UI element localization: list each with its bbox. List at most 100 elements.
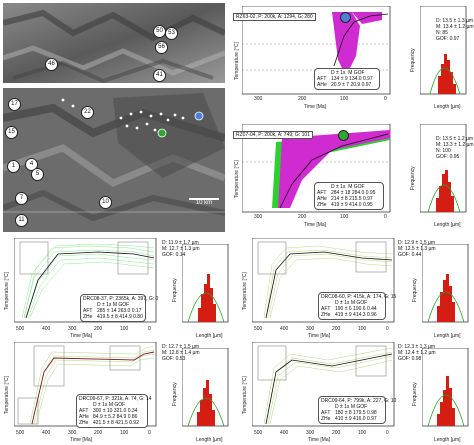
histogram-y-label: Frequency bbox=[412, 278, 418, 302]
table-header: M bbox=[350, 300, 355, 306]
x-tick: 400 bbox=[42, 430, 51, 436]
stat-line: D: 12.3 ± 1.3 µm bbox=[398, 344, 436, 350]
table-cell: 419.5 ± 8 bbox=[97, 314, 118, 320]
x-tick: 200 bbox=[94, 326, 103, 332]
x-tick: 0 bbox=[384, 96, 387, 102]
x-tick: 500 bbox=[16, 326, 25, 332]
histogram-x-label: Length [µm] bbox=[196, 333, 223, 339]
sample-marker: 22 bbox=[81, 106, 94, 119]
table-cell: AFT bbox=[83, 308, 93, 314]
map-bottom: 17 22 15 1 4 5 7 10 11 10 km bbox=[3, 88, 225, 232]
table-cell: 416.0 bbox=[353, 416, 366, 422]
histogram-x-label: Length [µm] bbox=[434, 333, 461, 339]
sample-marker: 10 bbox=[99, 196, 112, 209]
map-bottom-terrain bbox=[3, 88, 225, 232]
x-tick: 100 bbox=[340, 214, 349, 220]
table-cell: 0.96 bbox=[366, 312, 377, 318]
histogram-y-label: Frequency bbox=[412, 382, 418, 406]
table-cell: 300 ± 10 bbox=[93, 408, 113, 414]
table-cell: 419 ± 9 bbox=[331, 202, 348, 208]
y-axis-label: Temperature [°C] bbox=[242, 376, 248, 414]
table-cell: 410 ± 9 bbox=[335, 416, 352, 422]
table-cell: 214 ± 8 bbox=[331, 196, 348, 202]
panel-title: DRC09-67, P: 321k, A: 74, G: 14 bbox=[79, 396, 152, 402]
panel-p1: RZ63-02, P: 200k, A: 1294, G: 280 D ± 1s… bbox=[232, 0, 474, 116]
table-header: GOF bbox=[356, 404, 368, 410]
panel-title: RZ63-02, P: 200k, A: 1294, G: 280 bbox=[233, 13, 316, 21]
table-cell: 0.97 bbox=[362, 196, 373, 202]
histogram-x-label: Length [µm] bbox=[434, 437, 461, 443]
x-tick: 400 bbox=[42, 326, 51, 332]
table-header: D ± 1s bbox=[93, 402, 108, 408]
y-axis-label: Temperature [°C] bbox=[234, 160, 240, 198]
panel-p2: RZ07-04, P: 200k, A: 749, G: 101 D ± 1s … bbox=[232, 118, 474, 234]
length-histogram bbox=[422, 244, 469, 323]
x-tick: 200 bbox=[94, 430, 103, 436]
length-histogram bbox=[422, 348, 469, 427]
table-header: D ± 1s bbox=[335, 404, 350, 410]
stat-line: D: 12.9 ± 1.5 µm bbox=[398, 240, 436, 246]
table-header: GOF bbox=[356, 300, 368, 306]
table-cell: 134 ± 9 bbox=[331, 76, 348, 82]
histogram-y-label: Frequency bbox=[172, 278, 178, 302]
x-tick: 400 bbox=[280, 430, 289, 436]
histogram-x-label: Length [µm] bbox=[434, 104, 461, 110]
table-cell: 180 ± 8 bbox=[335, 410, 352, 416]
sample-marker: 53 bbox=[165, 27, 178, 40]
table-cell: 0.95 bbox=[362, 202, 373, 208]
length-histogram bbox=[182, 244, 229, 323]
sample-marker: 15 bbox=[5, 126, 18, 139]
table-header: GOF bbox=[353, 70, 365, 76]
table-cell: AFT bbox=[317, 76, 327, 82]
table-cell: AHe bbox=[79, 414, 89, 420]
table-cell: AFT bbox=[317, 190, 327, 196]
sample-marker: 7 bbox=[15, 192, 28, 205]
table-cell: 20.9 bbox=[350, 82, 361, 88]
sample-dot bbox=[338, 130, 349, 141]
stat-line: N: 100 bbox=[436, 148, 451, 154]
x-tick: 0 bbox=[386, 430, 389, 436]
x-tick: 100 bbox=[358, 326, 367, 332]
sample-marker: 1 bbox=[7, 160, 20, 173]
y-axis-label: Temperature [°C] bbox=[4, 272, 10, 310]
x-tick: 400 bbox=[280, 326, 289, 332]
table-cell: 190.6 bbox=[353, 306, 366, 312]
table-cell: 84.9 ± 5.2 bbox=[93, 414, 116, 420]
table-cell: 0.95 bbox=[365, 190, 376, 196]
x-tick: 100 bbox=[358, 430, 367, 436]
sample-marker: 50 bbox=[153, 25, 166, 38]
table-cell: AHe bbox=[317, 82, 327, 88]
histogram-x-label: Length [µm] bbox=[196, 437, 223, 443]
table-cell: 84.9 bbox=[116, 414, 127, 420]
x-tick: 300 bbox=[306, 430, 315, 436]
x-tick: 100 bbox=[120, 326, 129, 332]
table-cell: 0.97 bbox=[366, 416, 377, 422]
stat-line: M: 12.4 ± 1.2 µm bbox=[398, 350, 436, 356]
x-axis-label: Time [Ma] bbox=[304, 222, 327, 228]
data-table: DRC09-67, P: 321k, A: 74, G: 14 D ± 1s M… bbox=[76, 394, 152, 428]
table-cell: 0.44 bbox=[366, 306, 377, 312]
sample-marker: 41 bbox=[153, 69, 166, 82]
panel-p5: DRC09-67, P: 321k, A: 74, G: 14 D ± 1s M… bbox=[0, 340, 232, 445]
x-tick: 300 bbox=[68, 326, 77, 332]
length-histogram bbox=[420, 124, 467, 213]
table-cell: 0.92 bbox=[129, 420, 139, 426]
table-cell: 20.9 ± 7 bbox=[331, 82, 350, 88]
table-cell: AFT bbox=[321, 306, 331, 312]
x-tick: 0 bbox=[386, 326, 389, 332]
table-cell: 0.80 bbox=[133, 314, 143, 320]
x-tick: 0 bbox=[384, 214, 387, 220]
panel-title: DRC08-37, P: 2365k, A: 397, G: 0 bbox=[83, 296, 159, 302]
panel-p6: DRC09-64, P: 799k, A: 227, G: 10 D ± 1s … bbox=[238, 340, 474, 445]
length-histogram bbox=[420, 6, 467, 95]
table-header: M bbox=[108, 402, 113, 408]
map-top: 46 50 53 56 41 bbox=[3, 3, 225, 83]
sample-marker: 56 bbox=[155, 41, 168, 54]
table-cell: 134.0 bbox=[349, 76, 362, 82]
table-header: M bbox=[350, 404, 355, 410]
stat-line: M: 13.3 ± 1.2 µm bbox=[436, 142, 474, 148]
sample-marker: 11 bbox=[15, 214, 28, 227]
table-cell: 190 ± 6 bbox=[335, 306, 352, 312]
table-cell: 414.3 bbox=[353, 312, 366, 318]
x-tick: 300 bbox=[306, 326, 315, 332]
